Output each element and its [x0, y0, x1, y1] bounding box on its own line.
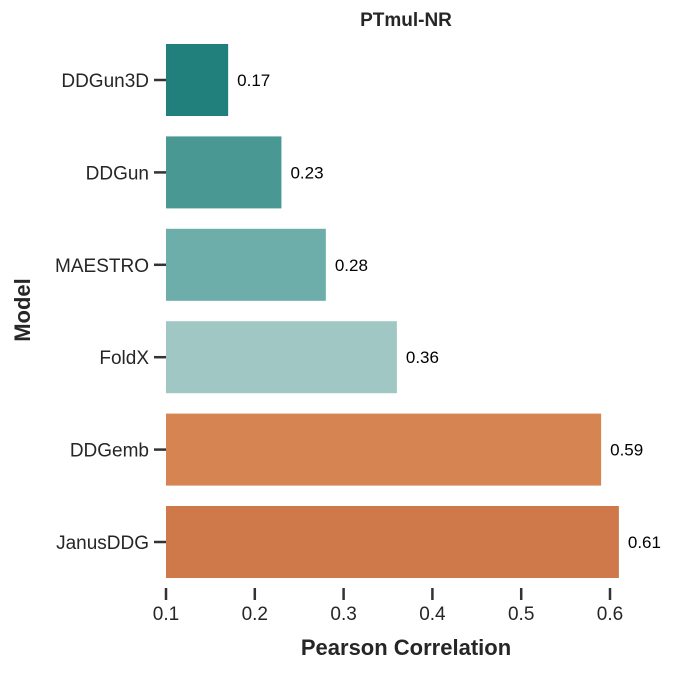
y-axis-label: Model [10, 278, 35, 342]
bar-maestro [166, 228, 326, 301]
x-tick-label: 0.2 [242, 604, 268, 625]
bar-ddgemb [166, 413, 602, 486]
bar-ddgun [166, 136, 282, 209]
y-tick-label: DDGun3D [61, 71, 149, 92]
x-tick-label: 0.6 [597, 604, 623, 625]
value-label: 0.61 [628, 533, 661, 552]
x-tick-label: 0.3 [330, 604, 356, 625]
value-label: 0.59 [610, 441, 643, 460]
value-label: 0.17 [237, 71, 270, 90]
y-tick-label: MAESTRO [55, 256, 149, 277]
bar-ddgun3d [166, 44, 229, 116]
x-tick-label: 0.4 [419, 604, 446, 625]
bar-janusddg [166, 506, 619, 578]
value-label: 0.28 [335, 256, 368, 275]
y-tick-label: JanusDDG [56, 533, 149, 554]
value-label: 0.23 [290, 163, 323, 182]
y-tick-label: DDGemb [70, 441, 149, 462]
chart-title: PTmul-NR [360, 10, 452, 31]
x-axis-label: Pearson Correlation [301, 635, 511, 660]
y-tick-label: DDGun [86, 163, 149, 184]
x-tick-label: 0.5 [508, 604, 534, 625]
bar-foldx [166, 321, 397, 394]
value-label: 0.36 [406, 348, 439, 367]
y-tick-label: FoldX [99, 348, 149, 369]
x-tick-label: 0.1 [153, 604, 179, 625]
